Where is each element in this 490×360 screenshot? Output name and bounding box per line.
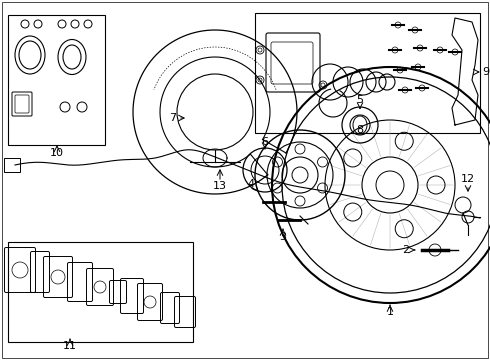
Text: 4: 4: [247, 179, 255, 189]
Text: 6: 6: [262, 137, 269, 147]
Text: 10: 10: [50, 148, 64, 158]
Text: 7: 7: [170, 113, 176, 123]
Text: 12: 12: [461, 174, 475, 184]
Text: 2: 2: [402, 245, 410, 255]
Bar: [4, 158, 20, 172]
Text: 5: 5: [357, 95, 364, 105]
Text: 8: 8: [356, 125, 364, 135]
Text: 3: 3: [279, 232, 287, 242]
Bar: [8, 15, 105, 145]
Text: 1: 1: [387, 307, 393, 317]
Text: 13: 13: [213, 181, 227, 191]
Text: 9: 9: [483, 67, 490, 77]
Bar: [255, 13, 480, 133]
Bar: [8, 242, 193, 342]
Text: 11: 11: [63, 341, 77, 351]
